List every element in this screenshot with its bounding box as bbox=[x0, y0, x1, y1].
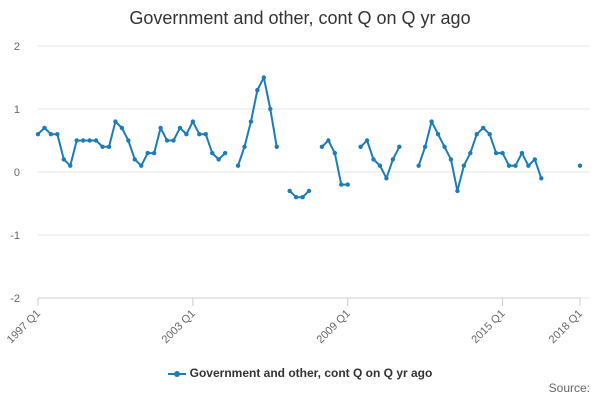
series-line-segment bbox=[321, 139, 348, 186]
y-tick-label: 1 bbox=[14, 104, 20, 116]
data-point[interactable] bbox=[87, 138, 92, 143]
series-layer bbox=[37, 76, 543, 199]
source-label: Source: bbox=[548, 381, 590, 395]
x-tick-label: 2018 Q1 bbox=[547, 308, 585, 346]
series-line-segment bbox=[417, 120, 543, 192]
data-point[interactable] bbox=[339, 182, 344, 187]
data-point[interactable] bbox=[100, 144, 105, 149]
data-point[interactable] bbox=[216, 157, 221, 162]
data-point[interactable] bbox=[448, 157, 454, 162]
data-point[interactable] bbox=[126, 138, 131, 143]
data-point[interactable] bbox=[519, 150, 525, 156]
data-point[interactable] bbox=[268, 106, 273, 112]
y-tick-label: -1 bbox=[10, 230, 20, 242]
data-point[interactable] bbox=[416, 163, 421, 168]
data-point[interactable] bbox=[506, 163, 512, 168]
data-point[interactable] bbox=[55, 132, 60, 137]
data-point[interactable] bbox=[248, 119, 254, 124]
data-point[interactable] bbox=[158, 125, 163, 131]
x-tick-label: 2003 Q1 bbox=[160, 308, 198, 346]
data-point[interactable] bbox=[119, 125, 125, 131]
data-point[interactable] bbox=[242, 144, 247, 149]
legend-label: Government and other, cont Q on Q yr ago bbox=[189, 366, 433, 380]
data-point[interactable] bbox=[377, 163, 383, 168]
data-point[interactable] bbox=[332, 150, 338, 156]
data-point[interactable] bbox=[306, 188, 312, 194]
data-point[interactable] bbox=[429, 119, 434, 124]
data-point[interactable] bbox=[474, 132, 479, 137]
y-tick-label: 2 bbox=[14, 41, 20, 53]
data-point[interactable] bbox=[203, 132, 208, 137]
y-axis-ticks: 2 1 0 -1 -2 bbox=[10, 41, 20, 305]
x-tick-label: 2009 Q1 bbox=[315, 308, 353, 346]
legend-swatch-icon bbox=[167, 369, 186, 379]
series-line-segment bbox=[37, 120, 226, 167]
data-point[interactable] bbox=[397, 144, 402, 149]
legend[interactable]: Government and other, cont Q on Q yr ago bbox=[0, 366, 600, 380]
y-tick-label: 0 bbox=[14, 167, 20, 179]
data-point[interactable] bbox=[184, 132, 189, 137]
grid-layer bbox=[38, 45, 590, 299]
data-point[interactable] bbox=[577, 163, 583, 168]
data-point[interactable] bbox=[371, 157, 376, 162]
data-point[interactable] bbox=[319, 144, 325, 149]
data-point[interactable] bbox=[461, 163, 467, 168]
x-tick-label: 1997 Q1 bbox=[5, 308, 43, 346]
data-point[interactable] bbox=[222, 150, 228, 156]
data-point[interactable] bbox=[42, 125, 47, 131]
data-point[interactable] bbox=[481, 125, 486, 131]
data-point[interactable] bbox=[455, 188, 460, 194]
data-point[interactable] bbox=[145, 150, 150, 156]
data-point[interactable] bbox=[390, 157, 396, 162]
data-point[interactable] bbox=[274, 144, 279, 149]
data-point[interactable] bbox=[61, 157, 67, 162]
data-point[interactable] bbox=[210, 150, 215, 156]
data-point[interactable] bbox=[35, 132, 41, 137]
data-point[interactable] bbox=[177, 125, 183, 131]
data-point[interactable] bbox=[358, 144, 363, 149]
data-point[interactable] bbox=[68, 163, 73, 168]
data-point[interactable] bbox=[422, 144, 428, 149]
data-point[interactable] bbox=[300, 195, 305, 200]
data-point[interactable] bbox=[493, 150, 499, 156]
data-point[interactable] bbox=[442, 144, 447, 149]
data-point[interactable] bbox=[132, 157, 137, 162]
data-point[interactable] bbox=[190, 119, 196, 124]
data-point[interactable] bbox=[261, 75, 267, 80]
x-tick-label: 2015 Q1 bbox=[469, 308, 507, 346]
data-point[interactable] bbox=[151, 150, 157, 156]
data-point[interactable] bbox=[106, 144, 112, 149]
data-point[interactable] bbox=[500, 150, 505, 156]
data-point[interactable] bbox=[345, 182, 350, 187]
data-point[interactable] bbox=[139, 163, 144, 168]
data-point[interactable] bbox=[93, 138, 99, 143]
series-line-segment bbox=[288, 190, 310, 199]
y-tick-label: -2 bbox=[10, 293, 20, 305]
data-point[interactable] bbox=[435, 132, 441, 137]
data-point[interactable] bbox=[513, 163, 518, 168]
data-point[interactable] bbox=[468, 150, 473, 156]
data-point[interactable] bbox=[197, 132, 202, 137]
data-point[interactable] bbox=[539, 176, 544, 181]
data-point[interactable] bbox=[74, 138, 79, 143]
data-point[interactable] bbox=[255, 87, 260, 93]
data-point[interactable] bbox=[287, 188, 292, 194]
data-point[interactable] bbox=[384, 176, 389, 181]
data-point[interactable] bbox=[80, 138, 86, 143]
data-point[interactable] bbox=[487, 132, 492, 137]
x-axis: 1997 Q1 2003 Q1 2009 Q1 2015 Q1 2018 Q1 bbox=[5, 297, 585, 346]
point-layer bbox=[35, 75, 583, 200]
data-point[interactable] bbox=[171, 138, 176, 143]
data-point[interactable] bbox=[326, 138, 331, 143]
data-point[interactable] bbox=[113, 119, 118, 124]
data-point[interactable] bbox=[532, 157, 538, 162]
data-point[interactable] bbox=[364, 138, 370, 143]
data-point[interactable] bbox=[48, 132, 54, 137]
data-point[interactable] bbox=[235, 163, 241, 168]
data-point[interactable] bbox=[164, 138, 170, 143]
chart-title: Government and other, cont Q on Q yr ago bbox=[129, 8, 471, 28]
data-point[interactable] bbox=[526, 163, 531, 168]
data-point[interactable] bbox=[293, 195, 299, 200]
